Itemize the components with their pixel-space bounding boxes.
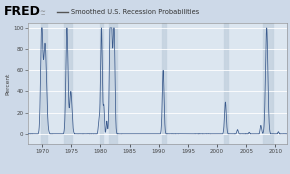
Text: Smoothed U.S. Recession Probabilities: Smoothed U.S. Recession Probabilities: [71, 9, 199, 15]
Bar: [100, 23, 103, 144]
Text: ∼̲: ∼̲: [39, 9, 45, 15]
Text: FRED: FRED: [4, 5, 41, 18]
Bar: [109, 23, 117, 144]
Bar: [224, 23, 228, 144]
Bar: [64, 23, 72, 144]
Bar: [41, 23, 48, 144]
Bar: [162, 23, 166, 144]
Y-axis label: Percent: Percent: [5, 72, 10, 95]
Bar: [263, 23, 273, 144]
